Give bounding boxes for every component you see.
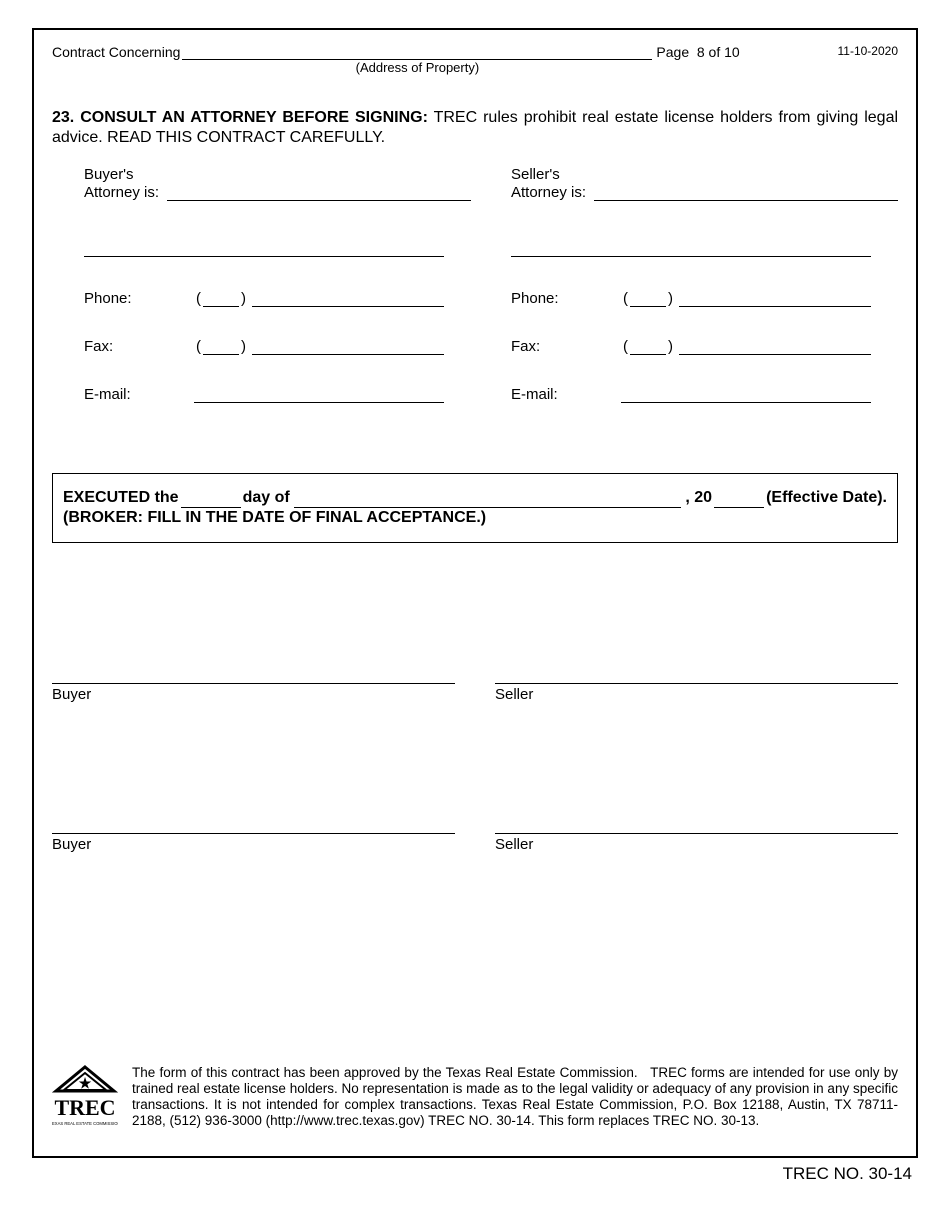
seller-attorney-name-field[interactable] xyxy=(594,183,898,201)
executed-box: EXECUTED the day of , 20 (Effective Date… xyxy=(52,473,898,543)
seller-attorney-line2-field[interactable] xyxy=(511,239,871,257)
seller-attorney-column: Seller's Attorney is: Phone: () xyxy=(511,166,898,403)
seller-fax-label: Fax: xyxy=(511,338,621,355)
seller-phone-label: Phone: xyxy=(511,290,621,307)
signature-section: Buyer Seller Buyer Seller xyxy=(52,683,898,853)
seller-label-1: Seller's xyxy=(511,166,898,183)
buyer-email-field[interactable] xyxy=(194,385,444,403)
exec-day-field[interactable] xyxy=(181,492,241,508)
content-frame: Contract Concerning (Address of Property… xyxy=(32,28,918,1158)
page-number: Page 8 of 10 xyxy=(656,44,739,60)
section-23: 23. CONSULT AN ATTORNEY BEFORE SIGNING: … xyxy=(52,108,898,148)
seller-email-label: E-mail: xyxy=(511,386,621,403)
buyer-phone-field[interactable]: () xyxy=(194,289,444,307)
buyer-email-label: E-mail: xyxy=(84,386,194,403)
exec-mid: day of xyxy=(243,488,290,508)
section-number: 23. xyxy=(52,109,74,126)
exec-line2: (BROKER: FILL IN THE DATE OF FINAL ACCEP… xyxy=(63,508,887,528)
address-caption: (Address of Property) xyxy=(356,60,480,75)
seller-signature-1[interactable]: Seller xyxy=(495,683,898,703)
seller-label-2: Attorney is: xyxy=(511,184,586,201)
seller-sig-label-1: Seller xyxy=(495,686,533,703)
footer-disclaimer: The form of this contract has been appro… xyxy=(132,1065,898,1129)
header-left: Contract Concerning (Address of Property… xyxy=(52,44,740,60)
svg-text:★: ★ xyxy=(79,1075,92,1091)
seller-fax-field[interactable]: () xyxy=(621,337,871,355)
exec-yr-prefix: , 20 xyxy=(685,488,712,508)
exec-month-field[interactable] xyxy=(294,492,682,508)
exec-year-field[interactable] xyxy=(714,492,764,508)
exec-post: (Effective Date). xyxy=(766,488,887,508)
trec-logo-icon: ★ TREC TEXAS REAL ESTATE COMMISSION xyxy=(52,1065,118,1142)
form-number: TREC NO. 30-14 xyxy=(32,1164,918,1184)
seller-phone-field[interactable]: () xyxy=(621,289,871,307)
seller-sig-label-2: Seller xyxy=(495,836,533,853)
buyer-label-2: Attorney is: xyxy=(84,184,159,201)
buyer-fax-field[interactable]: () xyxy=(194,337,444,355)
page-header: Contract Concerning (Address of Property… xyxy=(52,44,898,60)
page: Contract Concerning (Address of Property… xyxy=(0,0,950,1204)
section-title: CONSULT AN ATTORNEY BEFORE SIGNING: xyxy=(80,109,428,126)
buyer-fax-label: Fax: xyxy=(84,338,194,355)
buyer-attorney-column: Buyer's Attorney is: Phone: () xyxy=(84,166,471,403)
svg-text:TEXAS REAL ESTATE COMMISSION: TEXAS REAL ESTATE COMMISSION xyxy=(52,1121,118,1126)
buyer-sig-label-1: Buyer xyxy=(52,686,91,703)
footer: ★ TREC TEXAS REAL ESTATE COMMISSION The … xyxy=(52,1065,898,1142)
seller-signature-2[interactable]: Seller xyxy=(495,833,898,853)
svg-text:TREC: TREC xyxy=(54,1095,115,1120)
attorney-columns: Buyer's Attorney is: Phone: () xyxy=(84,166,898,403)
buyer-signature-2[interactable]: Buyer xyxy=(52,833,455,853)
seller-email-field[interactable] xyxy=(621,385,871,403)
buyer-signature-1[interactable]: Buyer xyxy=(52,683,455,703)
contract-concerning-label: Contract Concerning xyxy=(52,44,180,60)
buyer-sig-label-2: Buyer xyxy=(52,836,91,853)
buyer-attorney-name-field[interactable] xyxy=(167,183,471,201)
form-date: 11-10-2020 xyxy=(838,44,899,58)
exec-pre: EXECUTED the xyxy=(63,488,179,508)
buyer-label-1: Buyer's xyxy=(84,166,471,183)
address-of-property-field[interactable]: (Address of Property) xyxy=(182,44,652,60)
buyer-phone-label: Phone: xyxy=(84,290,194,307)
buyer-attorney-line2-field[interactable] xyxy=(84,239,444,257)
